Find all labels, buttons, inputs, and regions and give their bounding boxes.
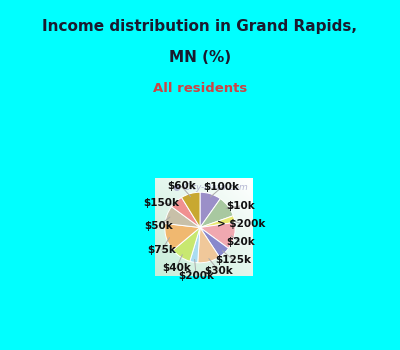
- Text: $200k: $200k: [178, 271, 214, 280]
- Text: $60k: $60k: [167, 181, 196, 191]
- Text: Income distribution in Grand Rapids,: Income distribution in Grand Rapids,: [42, 19, 358, 34]
- Text: > $200k: > $200k: [217, 219, 265, 229]
- Wedge shape: [198, 228, 220, 263]
- Text: All residents: All residents: [153, 82, 247, 95]
- Wedge shape: [182, 192, 200, 228]
- Text: MN (%): MN (%): [169, 50, 231, 65]
- Wedge shape: [200, 216, 235, 228]
- Wedge shape: [200, 228, 228, 257]
- Text: $100k: $100k: [204, 182, 240, 192]
- Text: $75k: $75k: [147, 245, 176, 255]
- Text: $50k: $50k: [144, 220, 173, 231]
- Text: $125k: $125k: [215, 255, 251, 265]
- Text: $30k: $30k: [204, 266, 233, 275]
- Text: $20k: $20k: [226, 237, 254, 247]
- Wedge shape: [190, 228, 200, 263]
- Wedge shape: [200, 222, 235, 248]
- Wedge shape: [165, 206, 200, 228]
- Wedge shape: [165, 224, 200, 250]
- Text: ● City-Data.com: ● City-Data.com: [173, 183, 248, 192]
- Wedge shape: [173, 228, 200, 261]
- Text: $40k: $40k: [162, 263, 191, 273]
- Text: $150k: $150k: [143, 198, 179, 208]
- Wedge shape: [200, 192, 220, 228]
- Wedge shape: [172, 197, 200, 228]
- Text: $10k: $10k: [226, 201, 254, 211]
- Wedge shape: [200, 199, 233, 228]
